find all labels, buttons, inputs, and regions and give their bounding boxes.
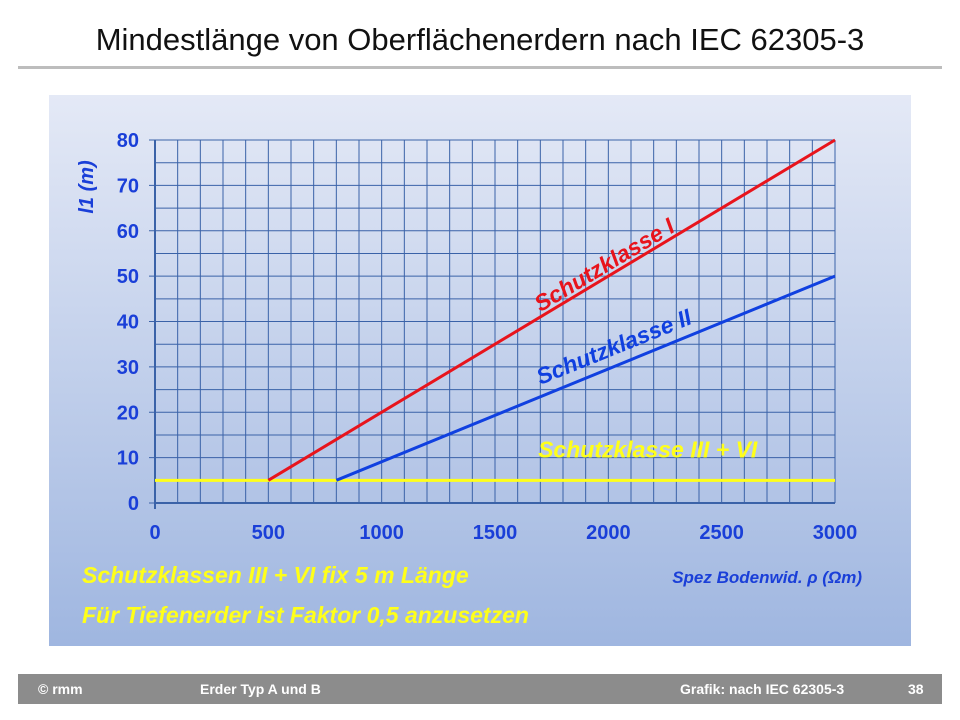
series-label: Schutzklasse I — [530, 212, 680, 316]
x-tick-label: 3000 — [813, 522, 858, 544]
y-tick-label: 80 — [117, 130, 139, 152]
y-tick-label: 20 — [117, 402, 139, 424]
x-tick-label: 2500 — [699, 522, 744, 544]
y-tick-label: 30 — [117, 357, 139, 379]
y-tick-label: 40 — [117, 312, 139, 334]
footer: © rmm Erder Typ A und B Grafik: nach IEC… — [18, 674, 942, 704]
y-tick-label: 70 — [117, 175, 139, 197]
chart: l1 (m) 0 10 20 30 40 50 60 70 80 0 500 1000 1500 2000… — [76, 130, 862, 587]
chart-panel: l1 (m) 0 10 20 30 40 50 60 70 80 0 500 1000 1500 2000… — [49, 95, 911, 646]
note-depth-factor: Für Tiefenerder ist Faktor 0,5 anzusetze… — [82, 602, 529, 628]
x-tick-label: 500 — [252, 522, 285, 544]
y-axis-label: l1 (m) — [76, 160, 98, 214]
title-divider — [18, 66, 942, 69]
x-tick-label: 2000 — [586, 522, 631, 544]
x-tick-label: 1500 — [473, 522, 518, 544]
footer-source: Grafik: nach IEC 62305-3 — [680, 681, 845, 697]
series-label: Schutzklasse III + VI — [538, 437, 758, 463]
x-axis-label: Spez Bodenwid. ρ (Ωm) — [672, 568, 862, 587]
x-tick-label: 1000 — [359, 522, 404, 544]
y-tick-label: 10 — [117, 448, 139, 470]
series-line — [267, 138, 836, 482]
footer-topic: Erder Typ A und B — [200, 681, 321, 697]
series-line — [335, 274, 836, 482]
footer-copyright: © rmm — [38, 681, 83, 697]
y-tick-label: 60 — [117, 221, 139, 243]
series-label: Schutzklasse II — [532, 304, 695, 390]
note-fixed-length: Schutzklassen III + VI fix 5 m Länge — [82, 562, 469, 588]
slide-title: Mindestlänge von Oberflächenerdern nach … — [95, 22, 865, 57]
footer-page: 38 — [908, 681, 924, 697]
x-tick-label: 0 — [149, 522, 160, 544]
y-tick-label: 0 — [128, 493, 139, 515]
y-tick-label: 50 — [117, 266, 139, 288]
